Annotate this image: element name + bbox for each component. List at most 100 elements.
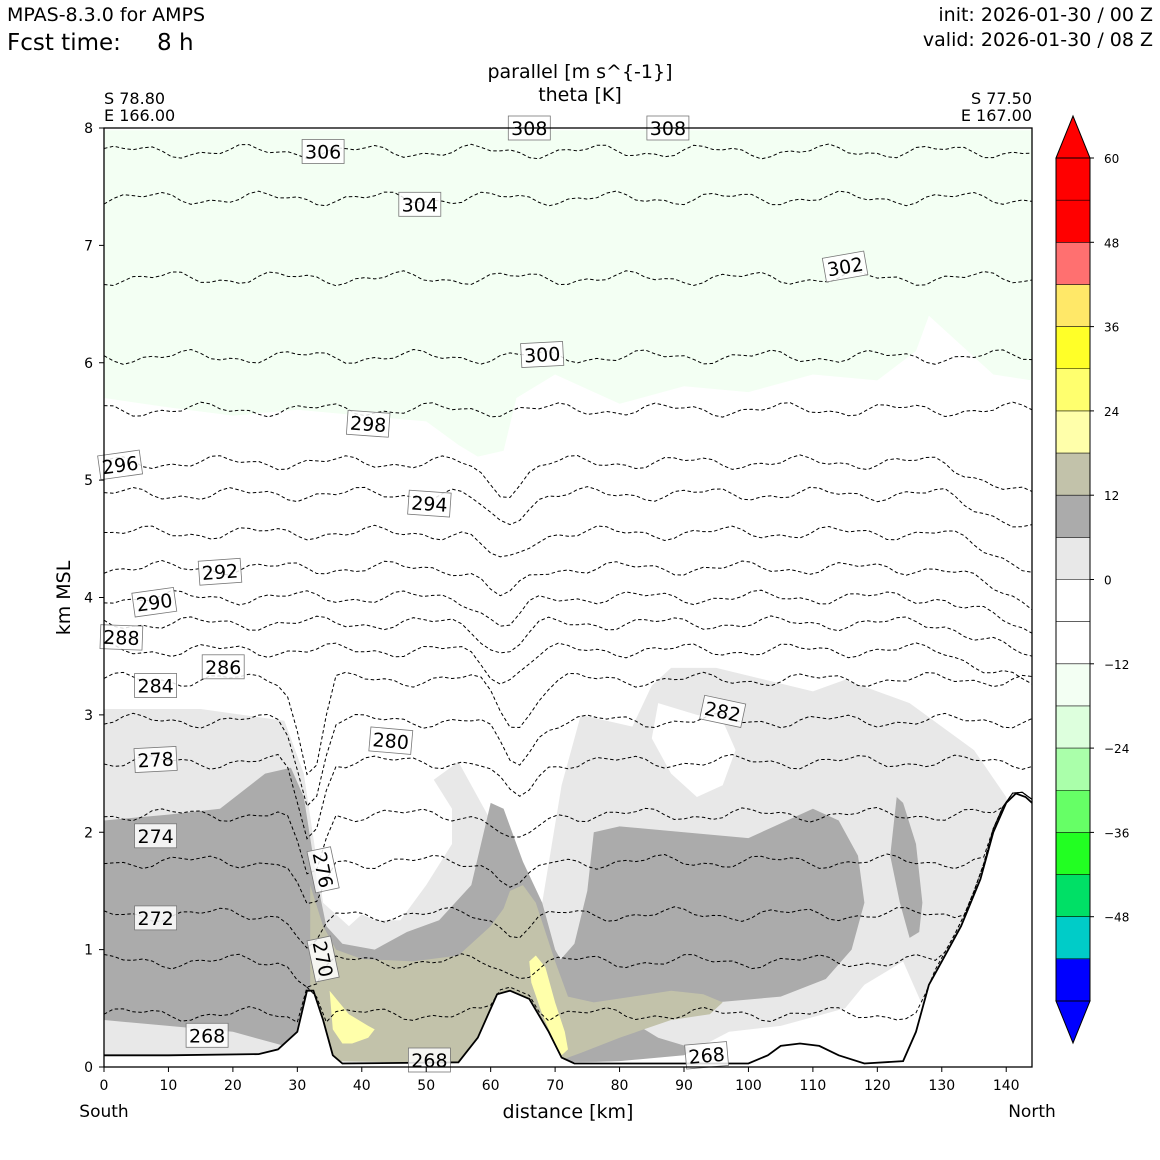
start-lon: E 166.00 <box>104 106 175 125</box>
theta-label-text: 278 <box>137 749 174 773</box>
north-label: North <box>1008 1102 1056 1122</box>
colorbar-segment <box>1056 495 1090 538</box>
colorbar-tick-label: −48 <box>1104 911 1129 925</box>
theta-contour-line <box>104 524 1032 573</box>
theta-contour-line <box>104 712 1032 808</box>
colorbar-segment <box>1056 958 1090 1002</box>
x-tick-label: 130 <box>928 1078 955 1094</box>
theta-label-text: 304 <box>402 194 438 216</box>
colorbar-segment <box>1056 832 1090 875</box>
theta-label-box <box>99 624 144 651</box>
theta-label-box <box>699 694 747 728</box>
theta-label-box <box>407 1047 451 1073</box>
colorbar-segment <box>1056 579 1090 622</box>
x-tick-label: 0 <box>100 1078 109 1094</box>
theta-label-layer: 308 3083063043023002982962942922902882862… <box>97 115 869 1073</box>
theta-contour-line <box>104 559 1032 611</box>
theta-label-text: 308 <box>650 118 686 140</box>
colorbar-segment <box>1056 242 1090 285</box>
y-tick-label: 3 <box>84 708 93 724</box>
theta-label-box <box>201 654 245 680</box>
south-label: South <box>79 1102 128 1122</box>
y-tick-label: 0 <box>84 1060 93 1076</box>
theta-label: 292 <box>197 557 243 586</box>
end-lat: S 77.50 <box>971 89 1032 108</box>
theta-label: 294 <box>407 489 452 518</box>
chart-title: parallel [m s^{-1}] <box>487 61 672 83</box>
theta-label-text: 306 <box>305 142 341 164</box>
theta-label: 284 <box>134 673 178 698</box>
theta-label-box <box>185 1022 229 1048</box>
x-tick-label: 40 <box>353 1078 371 1094</box>
colorbar-segment <box>1056 621 1090 665</box>
colorbar-segment <box>1056 874 1090 917</box>
theta-contour-line <box>104 348 1032 365</box>
theta-label-box <box>407 489 452 518</box>
colorbar-segment <box>1056 410 1090 454</box>
wind-region-gray-left <box>104 767 775 1063</box>
colorbar-segment <box>1056 158 1090 201</box>
theta-label: 298 <box>345 409 391 438</box>
colorbar-segment <box>1056 326 1090 370</box>
colorbar-segment <box>1056 663 1090 707</box>
theta-label: 286 <box>201 654 245 680</box>
colorbar-segment <box>1056 790 1090 833</box>
colorbar-segment <box>1056 748 1090 791</box>
theta-label-box <box>134 905 178 931</box>
theta-label: 268 <box>185 1022 229 1048</box>
x-tick-label: 50 <box>417 1078 435 1094</box>
y-axis-label: km MSL <box>53 560 75 635</box>
x-tick-label: 30 <box>288 1078 306 1094</box>
y-tick-label: 5 <box>84 473 93 489</box>
theta-label-box <box>134 673 178 698</box>
theta-label: 272 <box>134 905 178 931</box>
theta-contour-line <box>104 401 1032 418</box>
colorbar-segment <box>1056 705 1090 749</box>
colorbar-tick-label: 48 <box>1104 236 1119 250</box>
theta-contour-line <box>104 791 1032 1024</box>
colorbar: 60 48 36 24 12 0 −12 −24 −36 −48 <box>1055 114 1129 1045</box>
theta-label: 304 <box>398 191 442 217</box>
theta-label-text: 268 <box>411 1050 447 1072</box>
colorbar-tick-label: −12 <box>1104 658 1129 672</box>
theta-label-text: 268 <box>688 1044 726 1069</box>
valid-time: valid: 2026-01-30 / 08 Z <box>922 29 1153 51</box>
theta-label: 282 <box>699 694 747 728</box>
wind-region-white-gap-1 <box>316 738 452 921</box>
wind-region-olive <box>310 885 723 1064</box>
theta-contour-line <box>104 486 1032 528</box>
theta-contour-line <box>104 791 1032 988</box>
colorbar-tick-label: 36 <box>1104 321 1119 335</box>
theta-label-box <box>345 409 391 438</box>
theta-label-text: 290 <box>135 590 174 617</box>
theta-label-box <box>306 935 340 983</box>
theta-label-text: 308 <box>511 118 547 140</box>
theta-label: 274 <box>134 823 178 849</box>
theta-label-box <box>306 846 340 894</box>
theta-label: 268 <box>407 1047 451 1073</box>
wind-region-white-gap-4 <box>555 961 929 1064</box>
wind-region-yellow-left <box>329 990 375 1044</box>
wind-region-white-gap-3 <box>490 738 523 780</box>
theta-label-box <box>821 250 869 283</box>
x-axis: 0 10 20 30 40 50 60 70 80 90 100 110 120 130 140 <box>100 1067 1020 1094</box>
theta-label-text: 274 <box>137 826 173 848</box>
y-tick-label: 7 <box>84 238 93 254</box>
x-tick-label: 20 <box>224 1078 242 1094</box>
theta-label-box <box>398 191 442 217</box>
colorbar-segment <box>1056 537 1090 580</box>
theta-label-box <box>301 139 345 164</box>
theta-label-text: 292 <box>201 560 239 584</box>
x-axis-label: distance [km] <box>503 1101 634 1123</box>
theta-label-box <box>134 823 178 849</box>
theta-label: 270 <box>306 935 340 983</box>
colorbar-over-arrow <box>1055 114 1091 159</box>
theta-label: 296 <box>97 449 144 481</box>
x-tick-label: 110 <box>800 1078 827 1094</box>
theta-label: 280 <box>368 726 414 755</box>
x-tick-label: 10 <box>160 1078 178 1094</box>
x-tick-label: 80 <box>611 1078 629 1094</box>
init-time: init: 2026-01-30 / 00 Z <box>938 4 1153 26</box>
wind-region-gray-right <box>548 808 865 1009</box>
